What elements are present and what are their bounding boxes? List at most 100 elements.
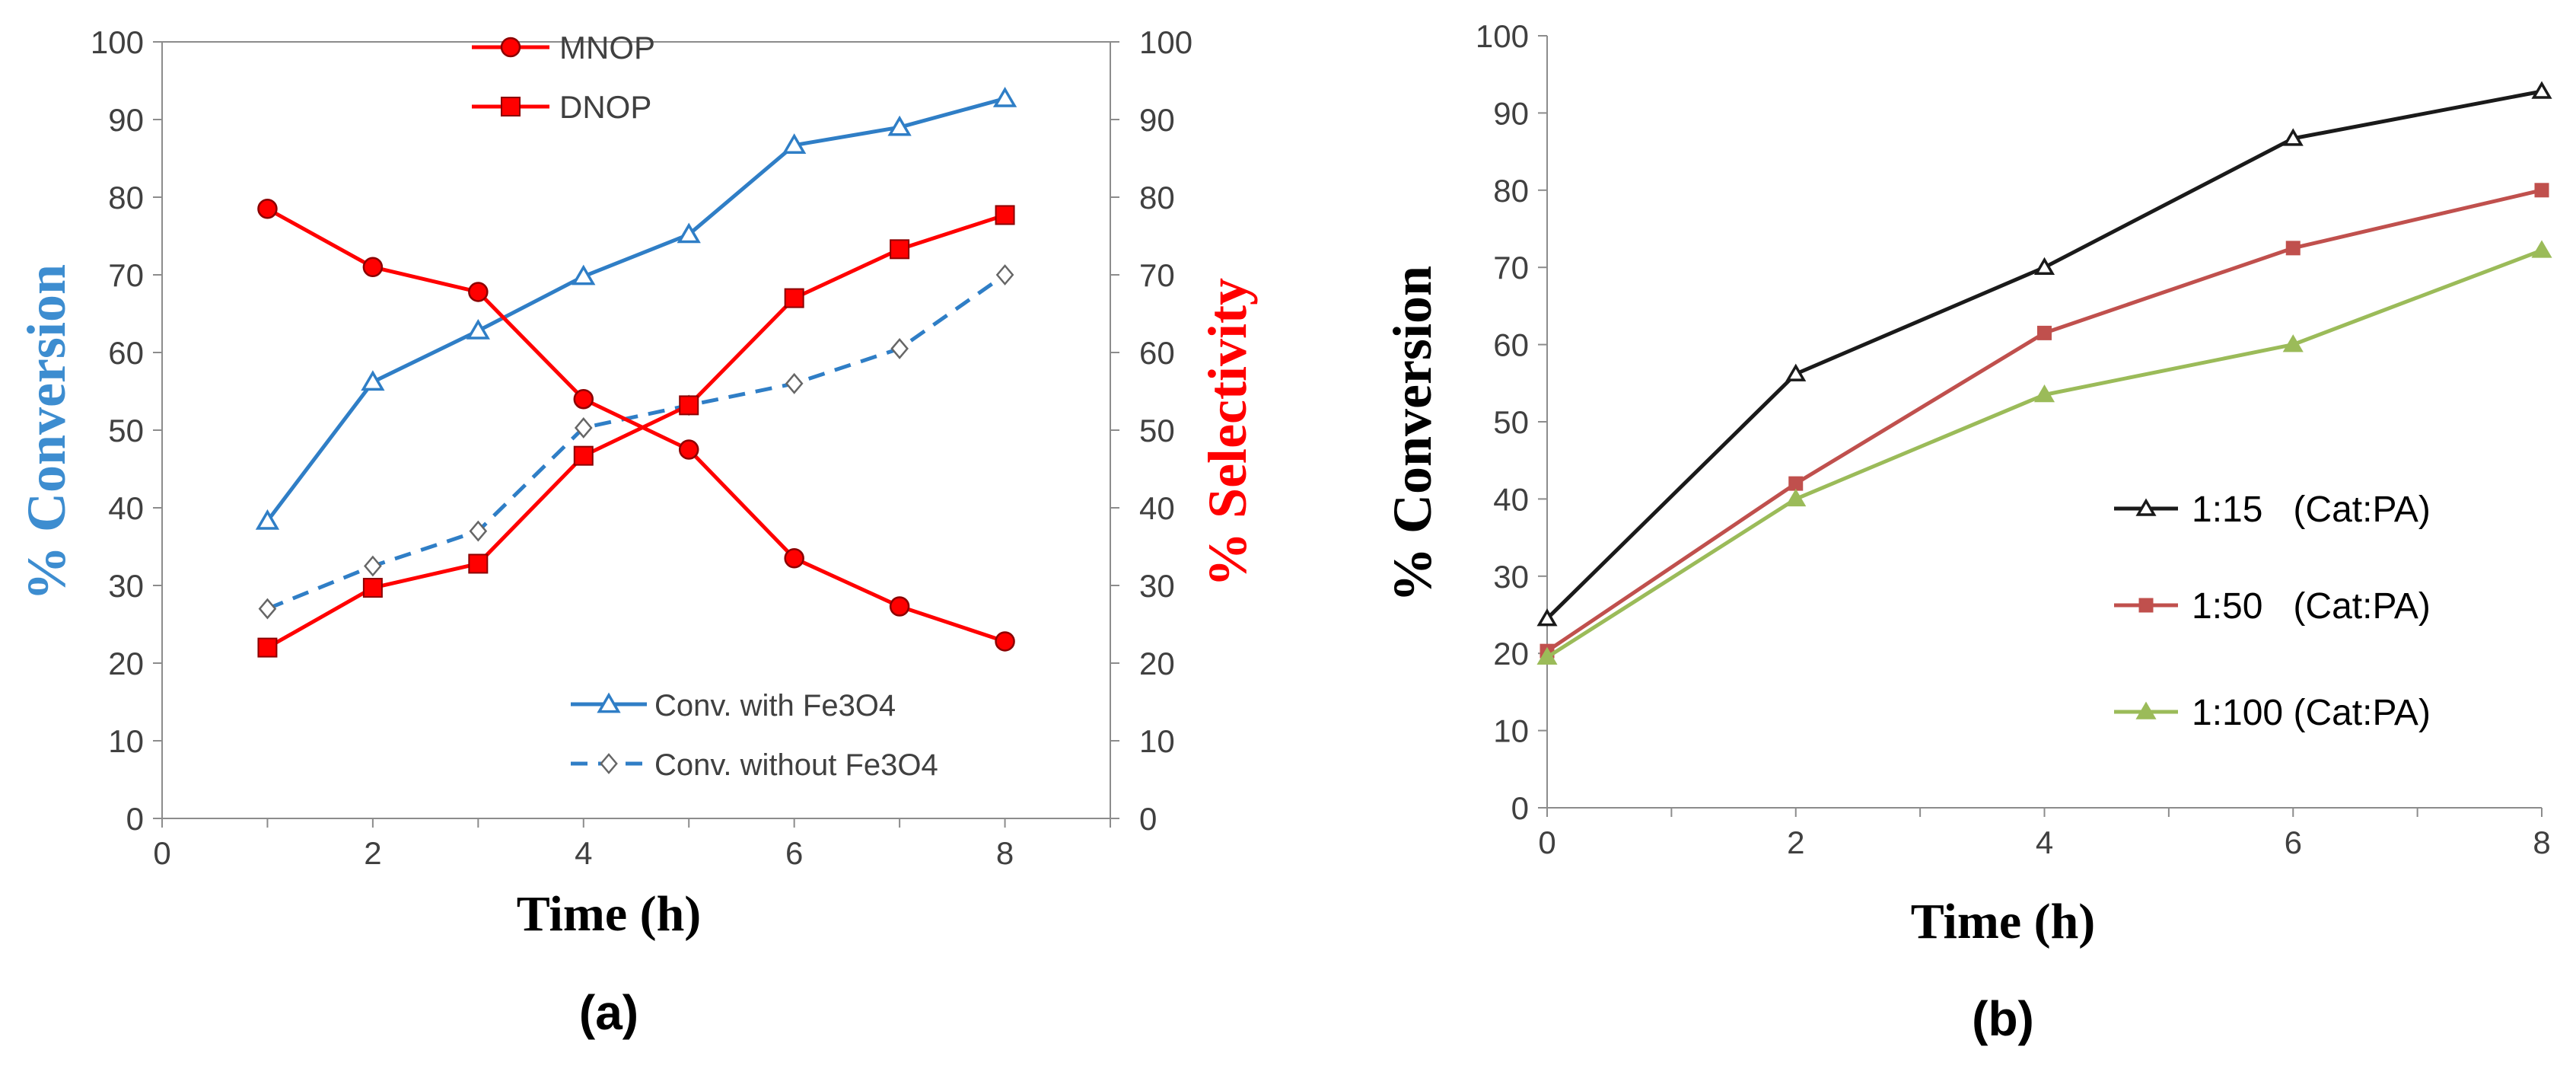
chart-a: 0102030405060708090100010203040506070809… (16, 24, 1258, 942)
y-axis-title-a: % Conversion (16, 264, 77, 601)
x-tick-label-a: 0 (153, 835, 170, 871)
data-point (257, 199, 278, 219)
x-tick-label-b: 4 (2036, 825, 2053, 860)
data-point (887, 115, 912, 136)
data-point (2282, 334, 2304, 352)
legend-label-b: 1:50 (Cat:PA) (2192, 586, 2431, 627)
data-point (469, 520, 488, 542)
data-point (995, 264, 1014, 285)
x-tick-label-b: 0 (1538, 825, 1555, 860)
x-tick-label-a: 8 (996, 835, 1014, 871)
data-point (2037, 325, 2052, 340)
legend-marker-a (500, 37, 521, 58)
y-tick-label-a: 100 (91, 24, 144, 60)
y-tick-label-a: 90 (108, 102, 144, 138)
data-point (995, 205, 1015, 225)
legend-label-a: Conv. without Fe3O4 (654, 748, 938, 782)
data-point (2531, 81, 2552, 99)
legend-marker-a (597, 692, 621, 713)
data-point (572, 264, 596, 285)
y2-tick-label-a: 90 (1139, 102, 1175, 138)
x-tick-label-a: 4 (575, 835, 592, 871)
x-tick-label-a: 6 (785, 835, 803, 871)
data-point (1785, 488, 1807, 507)
data-point (992, 86, 1017, 107)
legend-marker-b (2138, 598, 2154, 613)
data-point (468, 282, 489, 302)
data-point (466, 318, 490, 340)
y2-axis-title-a: % Selectivity (1197, 278, 1258, 587)
y-tick-label-a: 30 (108, 568, 144, 604)
legend-label-b: 1:15 (Cat:PA) (2192, 490, 2431, 530)
data-point (574, 417, 593, 439)
data-point (1536, 608, 1558, 627)
y2-tick-label-a: 50 (1139, 413, 1175, 448)
data-point (255, 509, 280, 530)
data-point (2285, 241, 2301, 256)
y-tick-label-b: 100 (1476, 18, 1529, 54)
x-tick-label-b: 8 (2533, 825, 2550, 860)
data-point (2033, 257, 2055, 275)
data-point (468, 553, 489, 574)
y-tick-label-b: 90 (1493, 95, 1529, 131)
data-point (361, 370, 385, 391)
data-point (890, 239, 910, 260)
x-tick-label-b: 6 (2285, 825, 2302, 860)
x-tick-label-b: 2 (1787, 825, 1804, 860)
legend-marker-a (501, 97, 521, 116)
y-tick-label-a: 50 (108, 413, 144, 448)
data-point (785, 372, 804, 394)
y-tick-label-a: 20 (108, 646, 144, 681)
y2-tick-label-a: 40 (1139, 490, 1175, 526)
legend-label-a: MNOP (559, 30, 655, 65)
y2-tick-label-a: 10 (1139, 723, 1175, 759)
data-point (679, 395, 699, 416)
legend-label-a: DNOP (559, 89, 651, 125)
y2-tick-label-a: 20 (1139, 646, 1175, 681)
data-point (784, 288, 804, 308)
y-tick-label-b: 70 (1493, 250, 1529, 285)
y2-tick-label-a: 0 (1139, 801, 1157, 837)
series-line-conv-with-fe3o4 (266, 97, 1006, 522)
data-point (1788, 476, 1804, 491)
data-point (362, 578, 383, 598)
legend-label-b: 1:100 (Cat:PA) (2192, 693, 2431, 733)
data-point (782, 133, 807, 155)
y2-tick-label-a: 80 (1139, 180, 1175, 215)
y-tick-label-a: 70 (108, 257, 144, 293)
y-axis-title-b: % Conversion (1382, 266, 1443, 602)
data-point (573, 445, 594, 466)
x-axis-title-a: Time (h) (517, 886, 702, 942)
data-point (890, 337, 909, 359)
y-tick-label-b: 0 (1511, 790, 1529, 826)
series-line-mnop (266, 207, 1006, 643)
y2-tick-label-a: 30 (1139, 568, 1175, 604)
data-point (889, 596, 910, 617)
y-tick-label-a: 60 (108, 335, 144, 371)
data-point (1536, 646, 1558, 665)
series-line-conv-without-fe3o4 (266, 273, 1006, 611)
data-point (573, 388, 594, 410)
y-tick-label-a: 0 (126, 801, 144, 837)
y2-tick-label-a: 60 (1139, 335, 1175, 371)
y-tick-label-b: 20 (1493, 636, 1529, 671)
y-tick-label-b: 50 (1493, 404, 1529, 440)
data-point (2534, 183, 2549, 198)
series-line-dnop (266, 213, 1006, 649)
series-line-b (1546, 89, 2543, 620)
x-tick-label-a: 2 (364, 835, 381, 871)
y-tick-label-b: 10 (1493, 713, 1529, 749)
y-tick-label-b: 40 (1493, 481, 1529, 517)
legend-label-a: Conv. with Fe3O4 (654, 689, 896, 723)
x-axis-title-b: Time (h) (1911, 894, 2096, 949)
y-tick-label-b: 80 (1493, 173, 1529, 209)
y2-tick-label-a: 100 (1139, 24, 1192, 60)
panel-b-label: (b) (1972, 991, 2034, 1046)
data-point (784, 548, 804, 569)
y-tick-label-a: 40 (108, 490, 144, 526)
y-tick-label-b: 60 (1493, 327, 1529, 363)
data-point (2531, 240, 2552, 258)
data-point (2033, 384, 2055, 403)
data-point (677, 222, 701, 244)
